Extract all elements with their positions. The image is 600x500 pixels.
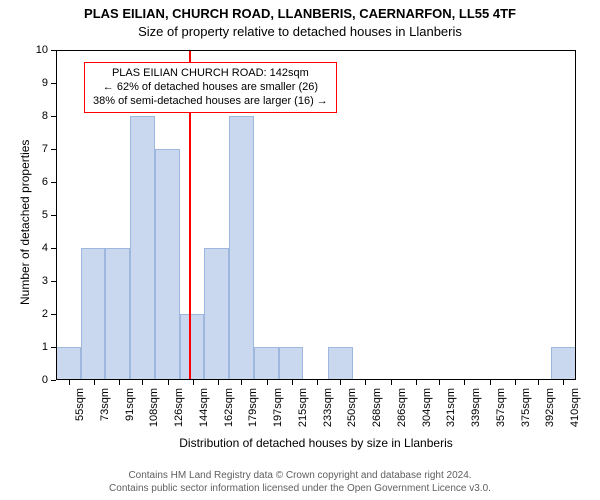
x-tick-mark	[490, 380, 491, 385]
x-tick-label: 304sqm	[421, 388, 433, 438]
footer-line-2: Contains public sector information licen…	[0, 483, 600, 494]
x-tick-label: 321sqm	[445, 388, 457, 438]
histogram-bar-outline	[155, 149, 180, 380]
x-tick-mark	[416, 380, 417, 385]
histogram-bar-outline	[130, 116, 155, 380]
x-tick-mark	[119, 380, 120, 385]
x-tick-mark	[365, 380, 366, 385]
histogram-bar-outline	[180, 314, 205, 380]
x-tick-mark	[267, 380, 268, 385]
x-tick-label: 144sqm	[198, 388, 210, 438]
x-tick-label: 179sqm	[247, 388, 259, 438]
y-tick-mark	[51, 149, 56, 150]
histogram-bar-outline	[56, 347, 81, 380]
y-tick-label: 4	[0, 242, 48, 254]
x-tick-label: 55sqm	[74, 388, 86, 438]
x-tick-mark	[218, 380, 219, 385]
y-tick-label: 1	[0, 341, 48, 353]
x-tick-mark	[439, 380, 440, 385]
annotation-line: ← 62% of detached houses are smaller (26…	[93, 81, 328, 95]
x-tick-mark	[391, 380, 392, 385]
chart-subtitle: Size of property relative to detached ho…	[0, 24, 600, 39]
y-tick-label: 8	[0, 110, 48, 122]
footer-line-1: Contains HM Land Registry data © Crown c…	[0, 470, 600, 481]
x-tick-label: 268sqm	[371, 388, 383, 438]
annotation-line: PLAS EILIAN CHURCH ROAD: 142sqm	[93, 67, 328, 81]
histogram-bar-outline	[328, 347, 353, 380]
histogram-bar-outline	[81, 248, 106, 380]
axis-spine	[56, 50, 57, 380]
y-tick-label: 6	[0, 176, 48, 188]
y-tick-mark	[51, 215, 56, 216]
x-tick-label: 357sqm	[495, 388, 507, 438]
x-tick-mark	[142, 380, 143, 385]
x-tick-mark	[464, 380, 465, 385]
x-tick-label: 197sqm	[272, 388, 284, 438]
y-tick-mark	[51, 116, 56, 117]
y-tick-label: 2	[0, 308, 48, 320]
y-tick-mark	[51, 50, 56, 51]
y-tick-mark	[51, 347, 56, 348]
histogram-bar-outline	[105, 248, 130, 380]
x-tick-mark	[168, 380, 169, 385]
y-tick-label: 7	[0, 143, 48, 155]
y-tick-label: 0	[0, 374, 48, 386]
x-tick-mark	[241, 380, 242, 385]
histogram-bar-outline	[551, 347, 576, 380]
x-tick-mark	[538, 380, 539, 385]
axis-spine	[56, 50, 576, 51]
y-tick-label: 3	[0, 275, 48, 287]
x-tick-mark	[515, 380, 516, 385]
x-tick-label: 410sqm	[569, 388, 581, 438]
y-tick-label: 10	[0, 44, 48, 56]
x-tick-mark	[94, 380, 95, 385]
x-tick-label: 375sqm	[520, 388, 532, 438]
x-tick-label: 339sqm	[470, 388, 482, 438]
x-tick-label: 126sqm	[173, 388, 185, 438]
x-tick-mark	[340, 380, 341, 385]
chart-title: PLAS EILIAN, CHURCH ROAD, LLANBERIS, CAE…	[0, 6, 600, 21]
x-axis-label: Distribution of detached houses by size …	[56, 436, 576, 450]
y-tick-mark	[51, 314, 56, 315]
histogram-bar-outline	[204, 248, 229, 380]
x-tick-label: 73sqm	[99, 388, 111, 438]
annotation-box: PLAS EILIAN CHURCH ROAD: 142sqm← 62% of …	[84, 62, 337, 113]
x-tick-label: 250sqm	[346, 388, 358, 438]
y-tick-mark	[51, 182, 56, 183]
y-tick-mark	[51, 248, 56, 249]
histogram-bar-outline	[279, 347, 304, 380]
y-tick-mark	[51, 380, 56, 381]
y-tick-label: 9	[0, 77, 48, 89]
axis-spine	[575, 50, 576, 380]
x-tick-mark	[292, 380, 293, 385]
chart-container: { "title_line1": "PLAS EILIAN, CHURCH RO…	[0, 0, 600, 500]
y-tick-label: 5	[0, 209, 48, 221]
histogram-bar-outline	[254, 347, 279, 380]
x-tick-label: 108sqm	[148, 388, 160, 438]
x-tick-label: 91sqm	[124, 388, 136, 438]
histogram-bar-outline	[229, 116, 254, 380]
plot-area: PLAS EILIAN CHURCH ROAD: 142sqm← 62% of …	[56, 50, 576, 380]
x-tick-mark	[69, 380, 70, 385]
x-tick-label: 162sqm	[223, 388, 235, 438]
x-tick-label: 286sqm	[396, 388, 408, 438]
annotation-line: 38% of semi-detached houses are larger (…	[93, 95, 328, 109]
x-tick-mark	[563, 380, 564, 385]
x-tick-label: 215sqm	[297, 388, 309, 438]
y-tick-mark	[51, 83, 56, 84]
x-tick-mark	[317, 380, 318, 385]
x-tick-label: 392sqm	[544, 388, 556, 438]
x-tick-label: 233sqm	[322, 388, 334, 438]
y-tick-mark	[51, 281, 56, 282]
x-tick-mark	[193, 380, 194, 385]
